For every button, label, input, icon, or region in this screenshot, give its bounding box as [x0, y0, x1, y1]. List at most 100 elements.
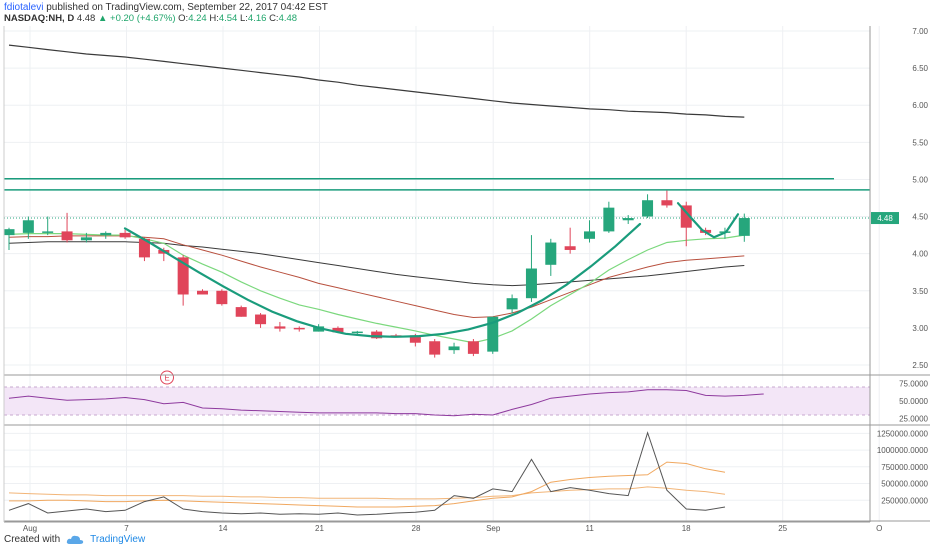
candle [197, 289, 208, 295]
price-tick-label: 3.00 [912, 324, 928, 333]
candle-body [61, 231, 73, 241]
candle-body [235, 307, 247, 317]
price-tick-label: 2.50 [912, 361, 928, 370]
last-price-tag [871, 212, 899, 225]
rsi-pane[interactable] [4, 386, 870, 417]
publish-header: fdiotalevi published on TradingView.com,… [4, 2, 328, 14]
candle [138, 237, 150, 262]
candle [525, 235, 537, 302]
candle-body [564, 246, 576, 250]
x-tick-label: 25 [778, 524, 787, 533]
candle [545, 238, 557, 276]
price-tick-label: 4.00 [912, 250, 928, 259]
candle-body [177, 257, 189, 295]
candle-body [642, 200, 654, 217]
candle [255, 313, 267, 328]
x-tick-label: 21 [315, 524, 324, 533]
x-tick-label: 11 [586, 524, 595, 533]
price-tick-label: 6.00 [912, 101, 928, 110]
price-tick-label: 4.50 [912, 213, 928, 222]
candle [448, 342, 460, 354]
candle-body [22, 220, 34, 233]
candle-body [429, 341, 441, 355]
candle-body [680, 205, 692, 228]
candle-body [138, 238, 150, 258]
candle-body [100, 232, 112, 236]
volume-tick-label: 1000000.0000 [877, 446, 929, 455]
candle-body [409, 335, 421, 343]
candle-body [216, 290, 228, 305]
candle [3, 227, 15, 250]
candle [235, 305, 247, 317]
sma-line [8, 241, 745, 287]
rsi-line [8, 389, 764, 417]
volume-line [8, 431, 726, 516]
green-moving-average-line [8, 233, 745, 344]
created-with-text: Created with [4, 534, 61, 545]
earnings-event-icon [160, 370, 174, 385]
candle [467, 339, 479, 357]
axes: Aug 7 14 21 28 Sep 11 18 25 O 7.00 6.50 6.00 5.50 5.00… [3, 26, 930, 533]
candle-body [197, 290, 208, 295]
candle [119, 229, 131, 239]
candle [429, 339, 441, 358]
candle-body [332, 327, 344, 333]
publish-info: published on TradingView.com, September … [46, 2, 328, 13]
volume-long-average-line [8, 486, 726, 500]
grid-lines [4, 26, 880, 522]
candle-body [584, 231, 595, 239]
close-value: 4.48 [278, 13, 298, 24]
last-price-tag-label: 4.48 [877, 214, 893, 223]
candle-body [738, 218, 750, 236]
x-tick-label: 14 [219, 524, 228, 533]
price-pane[interactable]: E [3, 44, 871, 385]
candle [22, 216, 34, 239]
open-label: O: [178, 13, 189, 24]
candle [293, 326, 305, 332]
candle [642, 194, 654, 219]
x-tick-label: O [876, 524, 882, 533]
candle-body [351, 331, 363, 334]
candle-body [545, 242, 557, 265]
candle-body [506, 298, 518, 310]
volume-tick-label: 1250000.0000 [877, 429, 929, 438]
handle-pattern-curve [676, 202, 740, 239]
candle-body [255, 314, 267, 325]
long-moving-average-line [8, 44, 745, 118]
volume-tick-label: 500000.0000 [881, 480, 928, 489]
tradingview-cloud-icon [66, 535, 84, 544]
candle [100, 231, 112, 239]
candle [80, 232, 92, 243]
change-up-icon: ▲ [97, 13, 108, 24]
candle-body [3, 229, 15, 236]
candle [564, 227, 576, 254]
candle-body [467, 341, 479, 354]
candle [680, 201, 692, 247]
candle [506, 294, 518, 314]
close-label: C: [269, 13, 279, 24]
x-tick-label: Sep [486, 524, 501, 533]
rsi-band [4, 387, 870, 415]
candle-body [274, 326, 286, 329]
price-tick-label: 7.00 [912, 27, 928, 36]
candle [42, 216, 54, 236]
candle [738, 213, 750, 242]
tradingview-logo-text[interactable]: TradingView [90, 534, 146, 545]
x-tick-label: 7 [124, 524, 129, 533]
high-value: 4.54 [218, 13, 238, 24]
candle-body [313, 326, 325, 332]
candle [216, 289, 228, 306]
candle-body [448, 346, 460, 351]
price-tick-label: 5.00 [912, 175, 928, 184]
cup-pattern-curve [123, 222, 642, 338]
candle [274, 321, 286, 332]
author-link[interactable]: fdiotalevi [4, 2, 44, 13]
volume-tick-label: 750000.0000 [881, 463, 928, 472]
x-tick-label: Aug [23, 524, 37, 533]
candle [603, 201, 615, 233]
candle [661, 190, 673, 208]
volume-pane[interactable] [8, 431, 726, 516]
earnings-event-label: E [164, 374, 169, 383]
x-tick-label: 18 [682, 524, 691, 533]
